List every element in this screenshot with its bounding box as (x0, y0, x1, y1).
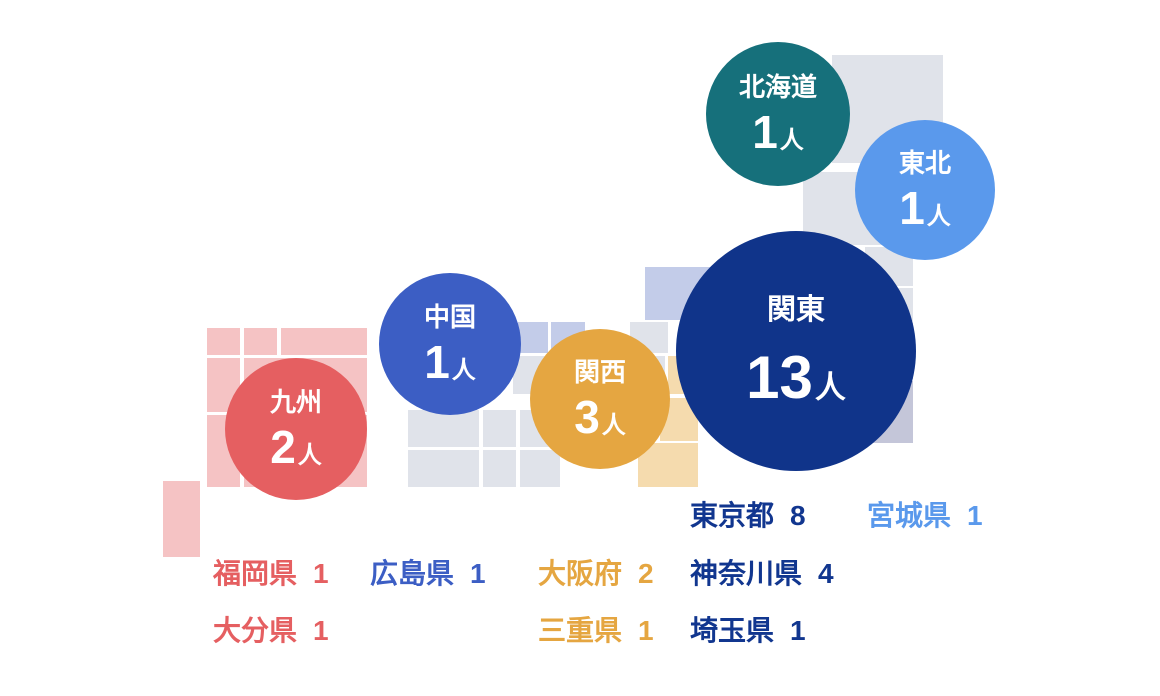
region-bubble-kyushu[interactable]: 九州 2 人 (225, 358, 367, 500)
pref-stat-osaka: 大阪府 2 (538, 558, 654, 590)
pref-stat-label: 広島県 (370, 558, 455, 589)
pref-stat-tokyo: 東京都 8 (690, 500, 806, 532)
region-bubble-value: 13 (746, 343, 813, 411)
region-bubble-unit: 人 (779, 126, 804, 154)
pref-stat-saitama: 埼玉県 1 (690, 615, 806, 647)
map-tile (163, 481, 200, 557)
pref-stat-kanagawa: 神奈川県 4 (690, 558, 834, 590)
map-tile (518, 322, 548, 353)
pref-stat-value: 1 (790, 615, 806, 646)
region-bubble-unit: 人 (814, 369, 846, 405)
pref-stat-value: 1 (313, 558, 329, 589)
pref-stat-label: 福岡県 (213, 558, 298, 589)
region-bubble-value: 2 (270, 420, 296, 473)
pref-stat-label: 宮城県 (867, 500, 952, 531)
map-tile (483, 410, 516, 447)
region-bubble-hokkaido[interactable]: 北海道 1 人 (706, 42, 850, 186)
map-tile (207, 328, 240, 355)
region-bubble-value: 1 (424, 335, 450, 388)
pref-stat-oita: 大分県 1 (213, 615, 329, 647)
region-bubble-unit: 人 (451, 356, 476, 384)
pref-stat-value: 4 (818, 558, 834, 589)
region-bubble-tohoku[interactable]: 東北 1 人 (855, 120, 995, 260)
map-tile (281, 328, 367, 355)
pref-stat-label: 三重県 (538, 615, 623, 646)
pref-stat-value: 1 (470, 558, 486, 589)
region-bubble-value: 1 (899, 181, 925, 234)
map-tile (520, 450, 560, 487)
pref-stat-value: 2 (638, 558, 654, 589)
pref-stat-miyagi: 宮城県 1 (867, 500, 983, 532)
pref-stat-value: 1 (967, 500, 983, 531)
pref-stat-label: 東京都 (690, 500, 775, 531)
region-bubble-value: 1 (752, 105, 778, 158)
pref-stat-hiroshima: 広島県 1 (370, 558, 486, 590)
region-bubble-label: 関西 (573, 357, 626, 388)
region-bubble-unit: 人 (601, 411, 626, 439)
region-bubble-label: 北海道 (738, 72, 817, 103)
region-bubble-chugoku[interactable]: 中国 1 人 (379, 273, 521, 415)
region-bubble-label: 九州 (269, 387, 322, 418)
map-tile (244, 328, 277, 355)
pref-stat-label: 大分県 (213, 615, 298, 646)
pref-stat-value: 1 (313, 615, 329, 646)
pref-stat-fukuoka: 福岡県 1 (213, 558, 329, 590)
map-tile (483, 450, 516, 487)
map-tile (408, 410, 479, 447)
region-bubble-value-line: 13 人 (746, 343, 846, 411)
map-tile (408, 450, 479, 487)
map-tile (638, 443, 698, 487)
pref-stat-value: 8 (790, 500, 806, 531)
pref-stat-label: 大阪府 (538, 558, 623, 589)
pref-stat-label: 埼玉県 (690, 615, 775, 646)
region-bubble-label: 中国 (423, 302, 476, 333)
pref-stat-label: 神奈川県 (690, 558, 803, 589)
region-bubble-unit: 人 (926, 202, 951, 230)
region-bubble-label: 東北 (898, 148, 951, 179)
pref-stat-value: 1 (638, 615, 654, 646)
region-bubble-label: 関東 (766, 294, 825, 327)
region-bubble-value: 3 (574, 390, 600, 443)
region-bubble-kanto[interactable]: 関東 13 人 (676, 231, 916, 471)
region-bubble-unit: 人 (297, 441, 322, 469)
region-bubble-kansai[interactable]: 関西 3 人 (530, 329, 670, 469)
pref-stat-mie: 三重県 1 (538, 615, 654, 647)
